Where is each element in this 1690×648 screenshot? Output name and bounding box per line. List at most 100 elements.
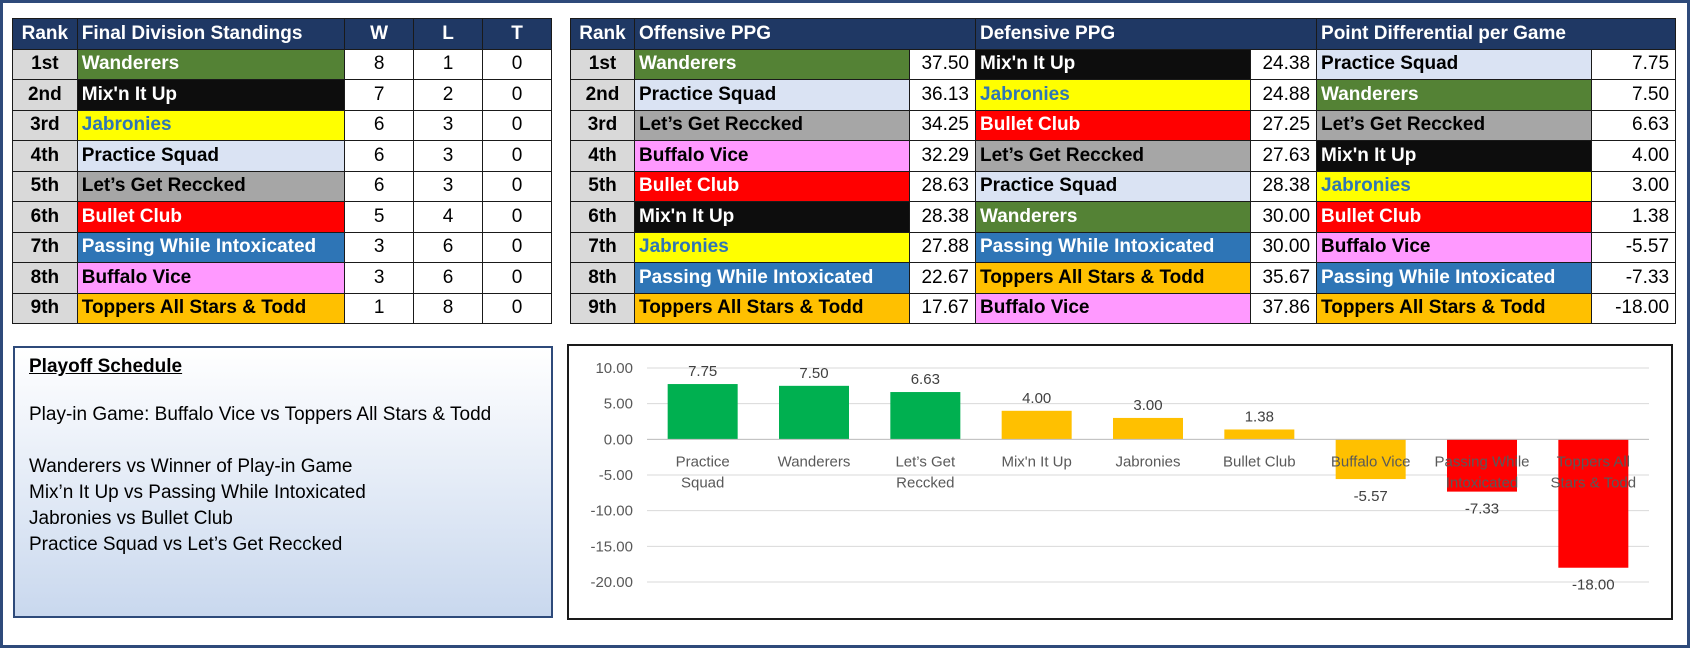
diff-value-cell: 6.63 bbox=[1591, 109, 1677, 141]
standings-row: 8th Buffalo Vice 3 6 0 bbox=[12, 262, 552, 294]
diff-team-cell: Toppers All Stars & Todd bbox=[1316, 292, 1593, 324]
diff-team-cell: Let’s Get Reccked bbox=[1316, 109, 1593, 141]
rank-cell: 6th bbox=[12, 201, 78, 233]
team-cell: Let’s Get Reccked bbox=[76, 170, 346, 202]
def-team-cell: Passing While Intoxicated bbox=[975, 231, 1251, 263]
category-label: Buffalo Vice bbox=[1331, 453, 1411, 470]
def-team-cell: Jabronies bbox=[975, 79, 1251, 111]
def-value-cell: 28.38 bbox=[1249, 170, 1318, 202]
stats-row: 5th Bullet Club 28.63 Practice Squad 28.38 Ja… bbox=[570, 170, 1677, 202]
data-label: 1.38 bbox=[1245, 408, 1274, 425]
diff-value-cell: 4.00 bbox=[1591, 140, 1677, 172]
diff-team-cell: Mix'n It Up bbox=[1316, 140, 1593, 172]
playoff-game: Mix’n It Up vs Passing While Intoxicated bbox=[29, 482, 366, 503]
standings-row: 2nd Mix'n It Up 7 2 0 bbox=[12, 79, 552, 111]
bar bbox=[1558, 439, 1629, 568]
ties-cell: 0 bbox=[482, 292, 552, 324]
wins-cell: 6 bbox=[344, 140, 415, 172]
data-label: -18.00 bbox=[1572, 577, 1615, 594]
def-team-cell: Mix'n It Up bbox=[975, 48, 1251, 80]
data-label: -5.57 bbox=[1354, 488, 1388, 505]
team-cell: Bullet Club bbox=[76, 201, 346, 233]
play-in-game: Play-in Game: Buffalo Vice vs Toppers Al… bbox=[29, 404, 492, 425]
y-tick-label: 10.00 bbox=[595, 360, 633, 377]
category-label: Toppers All bbox=[1557, 453, 1630, 470]
team-cell: Buffalo Vice bbox=[76, 262, 346, 294]
standings-row: 6th Bullet Club 5 4 0 bbox=[12, 201, 552, 233]
rank-cell: 2nd bbox=[570, 79, 635, 111]
def-value-cell: 24.38 bbox=[1249, 48, 1318, 80]
category-label: Bullet Club bbox=[1223, 453, 1296, 470]
def-team-cell: Practice Squad bbox=[975, 170, 1251, 202]
team-cell: Practice Squad bbox=[76, 140, 346, 172]
category-label: Jabronies bbox=[1115, 453, 1180, 470]
off-team-cell: Let’s Get Reccked bbox=[634, 109, 910, 141]
off-team-cell: Toppers All Stars & Todd bbox=[634, 292, 910, 324]
bar bbox=[1224, 429, 1295, 440]
playoff-schedule-panel: Playoff Schedule Play-in Game: Buffalo V… bbox=[13, 346, 553, 618]
ties-cell: 0 bbox=[482, 262, 552, 294]
diff-team-cell: Passing While Intoxicated bbox=[1316, 262, 1593, 294]
stats-header-rank: Rank bbox=[570, 18, 635, 50]
def-value-cell: 30.00 bbox=[1249, 231, 1318, 263]
bar bbox=[1113, 417, 1183, 440]
rank-cell: 1st bbox=[12, 48, 78, 80]
diff-value-cell: 7.50 bbox=[1591, 79, 1677, 111]
standings-row: 5th Let’s Get Reccked 6 3 0 bbox=[12, 170, 552, 202]
stats-row: 4th Buffalo Vice 32.29 Let’s Get Reccked 27.… bbox=[570, 140, 1677, 172]
def-value-cell: 35.67 bbox=[1249, 262, 1318, 294]
off-team-cell: Practice Squad bbox=[634, 79, 910, 111]
losses-cell: 2 bbox=[413, 79, 484, 111]
off-value-cell: 34.25 bbox=[909, 109, 976, 141]
diff-team-cell: Jabronies bbox=[1316, 170, 1593, 202]
y-tick-label: -15.00 bbox=[590, 538, 633, 555]
category-label: Intoxicated bbox=[1446, 474, 1519, 491]
standings-table: Rank Final Division Standings W L T 1st W… bbox=[12, 18, 552, 324]
ties-cell: 0 bbox=[482, 201, 552, 233]
stats-row: 6th Mix'n It Up 28.38 Wanderers 30.00 Bullet … bbox=[570, 201, 1677, 233]
standings-row: 1st Wanderers 8 1 0 bbox=[12, 48, 552, 80]
diff-value-cell: 3.00 bbox=[1591, 170, 1677, 202]
stats-header-row: Rank Offensive PPG Defensive PPG Point D… bbox=[570, 18, 1677, 50]
stats-row: 7th Jabronies 27.88 Passing While Intoxicat… bbox=[570, 231, 1677, 263]
stats-row: 2nd Practice Squad 36.13 Jabronies 24.88 Wand… bbox=[570, 79, 1677, 111]
data-label: 7.75 bbox=[688, 363, 717, 380]
rank-cell: 7th bbox=[570, 231, 635, 263]
standings-header-ties: T bbox=[482, 18, 552, 50]
rank-cell: 9th bbox=[12, 292, 78, 324]
rank-cell: 9th bbox=[570, 292, 635, 324]
team-cell: Mix'n It Up bbox=[76, 79, 346, 111]
y-tick-label: -10.00 bbox=[590, 503, 633, 520]
category-label: Wanderers bbox=[778, 453, 851, 470]
stats-header-defensive: Defensive PPG bbox=[974, 18, 1318, 50]
team-cell: Passing While Intoxicated bbox=[76, 231, 346, 263]
category-label: Squad bbox=[681, 474, 724, 491]
playoff-game: Jabronies vs Bullet Club bbox=[29, 508, 233, 529]
wins-cell: 6 bbox=[344, 170, 415, 202]
data-label: 3.00 bbox=[1133, 397, 1162, 414]
bar bbox=[1447, 439, 1517, 492]
rank-cell: 3rd bbox=[12, 109, 78, 141]
standings-header-team: Final Division Standings bbox=[76, 18, 346, 50]
def-team-cell: Buffalo Vice bbox=[975, 292, 1251, 324]
off-value-cell: 22.67 bbox=[909, 262, 976, 294]
rank-cell: 1st bbox=[570, 48, 635, 80]
rank-cell: 6th bbox=[570, 201, 635, 233]
off-value-cell: 32.29 bbox=[909, 140, 976, 172]
def-value-cell: 27.63 bbox=[1249, 140, 1318, 172]
rank-cell: 4th bbox=[570, 140, 635, 172]
rank-cell: 8th bbox=[570, 262, 635, 294]
rank-cell: 3rd bbox=[570, 109, 635, 141]
bar bbox=[1335, 439, 1406, 480]
chart-svg: 10.00 5.00 0.00 -5.00 -10.00 -15.00 -20.00 7.75… bbox=[590, 360, 1649, 594]
y-tick-label: -20.00 bbox=[590, 574, 633, 591]
rank-cell: 5th bbox=[570, 170, 635, 202]
losses-cell: 8 bbox=[413, 292, 484, 324]
ties-cell: 0 bbox=[482, 170, 552, 202]
point-differential-chart: 10.00 5.00 0.00 -5.00 -10.00 -15.00 -20.00 7.75… bbox=[567, 344, 1673, 620]
diff-value-cell: -5.57 bbox=[1591, 231, 1677, 263]
off-value-cell: 27.88 bbox=[909, 231, 976, 263]
def-team-cell: Bullet Club bbox=[975, 109, 1251, 141]
team-cell: Toppers All Stars & Todd bbox=[76, 292, 346, 324]
stats-row: 9th Toppers All Stars & Todd 17.67 Buffalo … bbox=[570, 292, 1677, 324]
